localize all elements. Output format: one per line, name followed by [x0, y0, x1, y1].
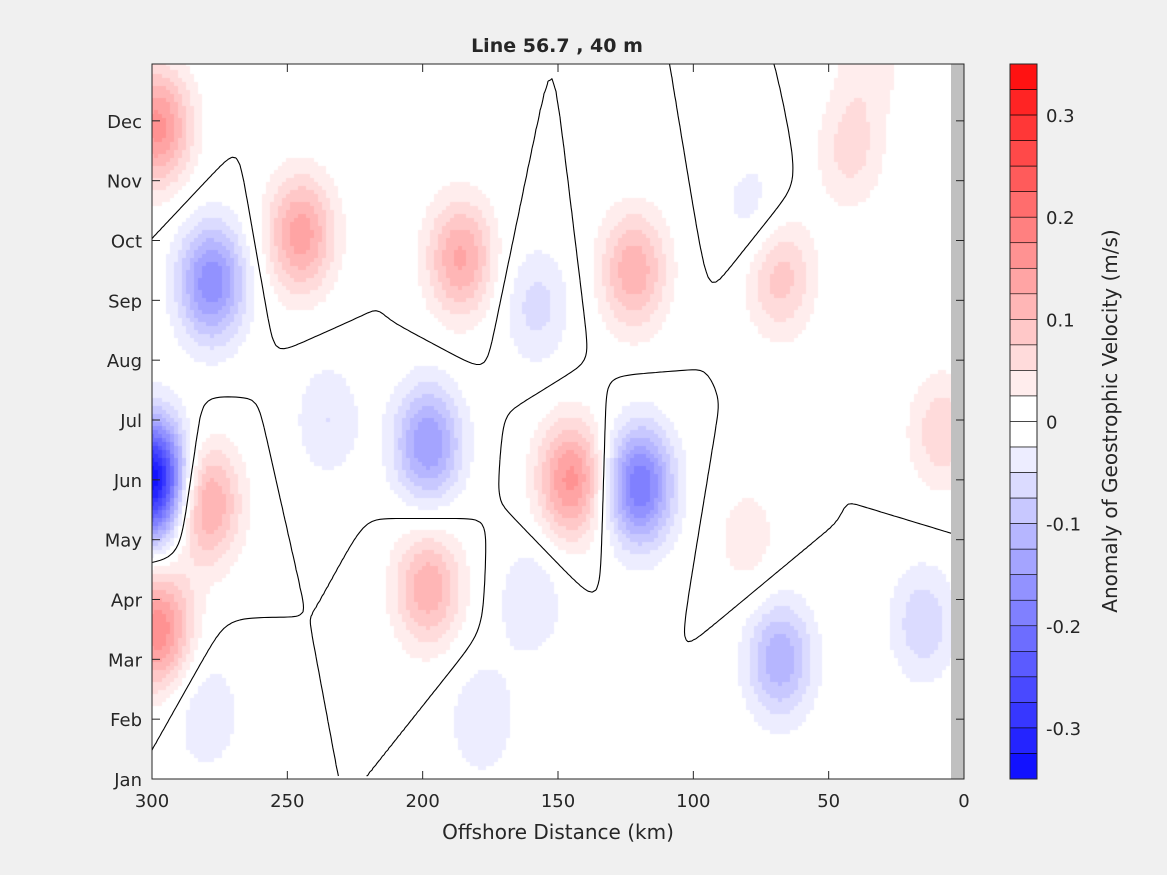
colorbar-swatch	[1009, 293, 1038, 320]
y-tick-label: Feb	[110, 710, 142, 731]
colorbar-swatch	[1009, 753, 1038, 780]
x-tick-label: 250	[270, 791, 304, 812]
colorbar-tick-label: 0.2	[1046, 208, 1075, 229]
colorbar-swatch	[1009, 702, 1038, 729]
colorbar-swatch	[1009, 370, 1038, 397]
colorbar-swatch	[1009, 216, 1038, 244]
colorbar-tick-label: 0.3	[1046, 106, 1075, 127]
y-tick-label: Aug	[107, 351, 142, 372]
colorbar-swatch	[1009, 344, 1038, 371]
y-tick-label: Jul	[119, 411, 142, 432]
colorbar-swatch	[1009, 727, 1038, 754]
y-tick-label: Oct	[111, 232, 142, 253]
x-tick-label: 100	[676, 791, 710, 812]
colorbar-swatch	[1009, 651, 1038, 678]
colorbar-swatch	[1009, 625, 1038, 652]
colorbar-swatch	[1009, 548, 1038, 576]
x-tick-label: 150	[541, 791, 575, 812]
y-tick-label: Dec	[107, 112, 142, 133]
colorbar-tick-label: -0.2	[1046, 617, 1081, 638]
zero-contour-line	[151, 63, 965, 777]
colorbar-swatch	[1009, 523, 1038, 550]
colorbar-tick-label: 0	[1046, 413, 1057, 434]
x-tick-label: 300	[135, 791, 169, 812]
colorbar-swatch	[1009, 319, 1038, 346]
y-axis: Jan Feb Mar Apr May Jun Jul Aug Sep Oct Nov Dec	[105, 112, 964, 791]
colorbar-swatch	[1009, 446, 1038, 473]
plot-area: 300 250 200 150 100 50 0 Jan Feb Mar Apr May Jun Jul…	[105, 63, 970, 812]
chart-title: Line 56.7 , 40 m	[471, 35, 643, 57]
y-tick-label: Nov	[107, 172, 142, 193]
colorbar-swatch	[1009, 497, 1038, 524]
colorbar-swatch	[1009, 63, 1038, 90]
colorbar-swatch	[1009, 267, 1038, 295]
colorbar-swatch	[1009, 574, 1038, 601]
colorbar-tick-label: -0.1	[1046, 515, 1081, 536]
colorbar-label: Anomaly of Geostrophic Velocity (m/s)	[1098, 229, 1122, 612]
y-tick-label: Mar	[108, 650, 143, 671]
colorbar-swatch	[1009, 140, 1038, 167]
y-tick-label: Jan	[113, 770, 142, 791]
colorbar-swatch	[1009, 165, 1038, 192]
colorbar-swatch	[1009, 676, 1038, 703]
zero-contour	[151, 63, 965, 777]
colorbar-swatch	[1009, 421, 1038, 448]
y-tick-label: May	[105, 531, 143, 552]
x-axis: 300 250 200 150 100 50 0	[135, 64, 970, 812]
x-tick-label: 0	[958, 791, 969, 812]
x-tick-label: 200	[405, 791, 439, 812]
y-tick-label: Apr	[111, 591, 143, 612]
colorbar-swatch	[1009, 114, 1038, 141]
colorbar: 0.3 0.2 0.1 0 -0.1 -0.2 -0.3	[1009, 63, 1081, 780]
colorbar-swatch	[1009, 242, 1038, 269]
colorbar-swatch	[1009, 191, 1038, 218]
y-tick-label: Jun	[113, 471, 142, 492]
y-tick-label: Sep	[108, 291, 142, 312]
colorbar-swatch	[1009, 472, 1038, 499]
velocity-field	[152, 64, 964, 779]
x-axis-label: Offshore Distance (km)	[442, 820, 674, 844]
x-tick-label: 50	[817, 791, 840, 812]
colorbar-swatch	[1009, 395, 1038, 422]
colorbar-frame	[1009, 63, 1038, 780]
colorbar-swatch	[1009, 89, 1038, 116]
colorbar-tick-label: 0.1	[1046, 310, 1075, 331]
land-mask	[951, 64, 964, 779]
colorbar-tick-label: -0.3	[1046, 719, 1081, 740]
colorbar-swatch	[1009, 599, 1038, 627]
